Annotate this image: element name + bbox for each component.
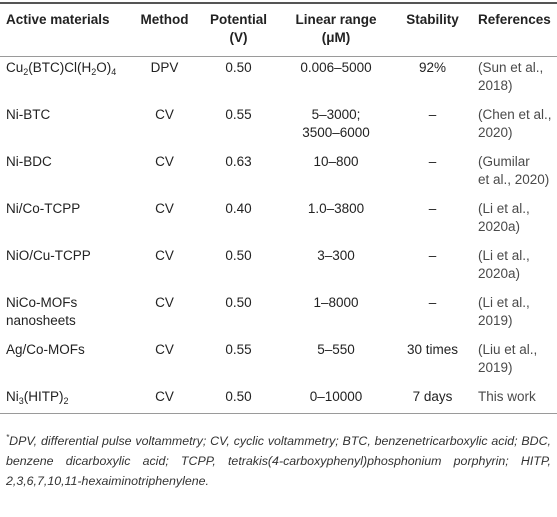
table-row: Ni-BDC CV 0.63 10–800 – (Gumilar et al., … <box>0 148 557 195</box>
header-rule <box>0 56 557 57</box>
cell-method: CV <box>155 342 174 357</box>
bottom-rule <box>0 413 557 414</box>
cell-reference-link[interactable]: (Li et al., 2020a) <box>478 201 530 234</box>
cell-method: CV <box>155 107 174 122</box>
cell-method: DPV <box>150 60 179 75</box>
top-rule <box>0 2 557 4</box>
cell-reference: This work <box>478 389 536 404</box>
cell-method: CV <box>155 248 174 263</box>
col-header-stability: Stability <box>406 12 459 27</box>
cell-linear-range: 5–550 <box>317 342 355 357</box>
cell-potential: 0.50 <box>225 389 252 404</box>
cell-linear-range: 0–10000 <box>309 389 363 404</box>
cell-potential: 0.50 <box>225 295 252 310</box>
cell-potential: 0.50 <box>225 60 252 75</box>
table-row: Ni3(HITP)2 CV 0.50 0–10000 7 days This w… <box>0 383 557 412</box>
cell-reference-link[interactable]: (Sun et al., 2018) <box>478 60 544 93</box>
cell-linear-range: 1–8000 <box>313 295 359 310</box>
table-footnote: *DPV, differential pulse voltammetry; CV… <box>6 428 551 491</box>
cell-method: CV <box>155 201 174 216</box>
cell-potential: 0.55 <box>225 342 252 357</box>
header-row: Active materials Method Potential (V) Li… <box>0 3 557 54</box>
table-row: Cu2(BTC)Cl(H2O)4 DPV 0.50 0.006–5000 92%… <box>0 54 557 101</box>
cell-active-material: Ni-BDC <box>6 154 52 169</box>
cell-stability: – <box>428 201 437 216</box>
col-header-active-materials: Active materials <box>6 12 110 27</box>
cell-reference-link[interactable]: (Li et al., 2019) <box>478 295 530 328</box>
cell-linear-range: 3–300 <box>317 248 355 263</box>
cell-method: CV <box>155 295 174 310</box>
cell-method: CV <box>155 389 174 404</box>
cell-reference-link[interactable]: (Liu et al., 2019) <box>478 342 538 375</box>
cell-active-material: Ni3(HITP)2 <box>6 389 69 406</box>
cell-stability: 30 times <box>406 342 459 357</box>
cell-stability: – <box>428 154 437 169</box>
cell-linear-range: 5–3000; 3500–6000 <box>302 107 370 140</box>
table-row: NiCo-MOFs nanosheets CV 0.50 1–8000 – (Li… <box>0 289 557 336</box>
cell-reference-link[interactable]: (Chen et al., 2020) <box>478 107 552 140</box>
cell-active-material: NiO/Cu-TCPP <box>6 248 91 263</box>
cell-potential: 0.40 <box>225 201 252 216</box>
cell-active-material: Cu2(BTC)Cl(H2O)4 <box>6 60 117 77</box>
cell-stability: 92% <box>418 60 447 75</box>
footnote-marker: * <box>6 433 10 442</box>
cell-stability: – <box>428 107 437 122</box>
cell-active-material: NiCo-MOFs nanosheets <box>6 295 78 328</box>
table-row: Ni-BTC CV 0.55 5–3000; 3500–6000 – (Chen … <box>0 101 557 148</box>
col-header-method: Method <box>140 12 189 27</box>
cell-potential: 0.63 <box>225 154 252 169</box>
col-header-potential: Potential (V) <box>209 12 267 45</box>
cell-method: CV <box>155 154 174 169</box>
cell-active-material: Ni/Co-TCPP <box>6 201 81 216</box>
cell-active-material: Ag/Co-MOFs <box>6 342 85 357</box>
cell-active-material: Ni-BTC <box>6 107 51 122</box>
cell-potential: 0.50 <box>225 248 252 263</box>
cell-stability: – <box>428 248 437 263</box>
table-row: NiO/Cu-TCPP CV 0.50 3–300 – (Li et al., 2… <box>0 242 557 289</box>
comparison-table: Active materials Method Potential (V) Li… <box>0 3 557 412</box>
cell-reference-link[interactable]: (Gumilar et al., 2020) <box>478 154 550 187</box>
table-row: Ag/Co-MOFs CV 0.55 5–550 30 times (Liu e… <box>0 336 557 383</box>
cell-linear-range: 10–800 <box>313 154 359 169</box>
cell-stability: – <box>428 295 437 310</box>
cell-potential: 0.55 <box>225 107 252 122</box>
cell-linear-range: 0.006–5000 <box>300 60 372 75</box>
cell-stability: 7 days <box>412 389 453 404</box>
cell-reference-link[interactable]: (Li et al., 2020a) <box>478 248 530 281</box>
cell-linear-range: 1.0–3800 <box>307 201 365 216</box>
footnote-text: DPV, differential pulse voltammetry; CV,… <box>6 434 551 489</box>
table-row: Ni/Co-TCPP CV 0.40 1.0–3800 – (Li et al.… <box>0 195 557 242</box>
col-header-references: References <box>478 12 551 27</box>
col-header-linear-range: Linear range (μM) <box>295 12 377 45</box>
